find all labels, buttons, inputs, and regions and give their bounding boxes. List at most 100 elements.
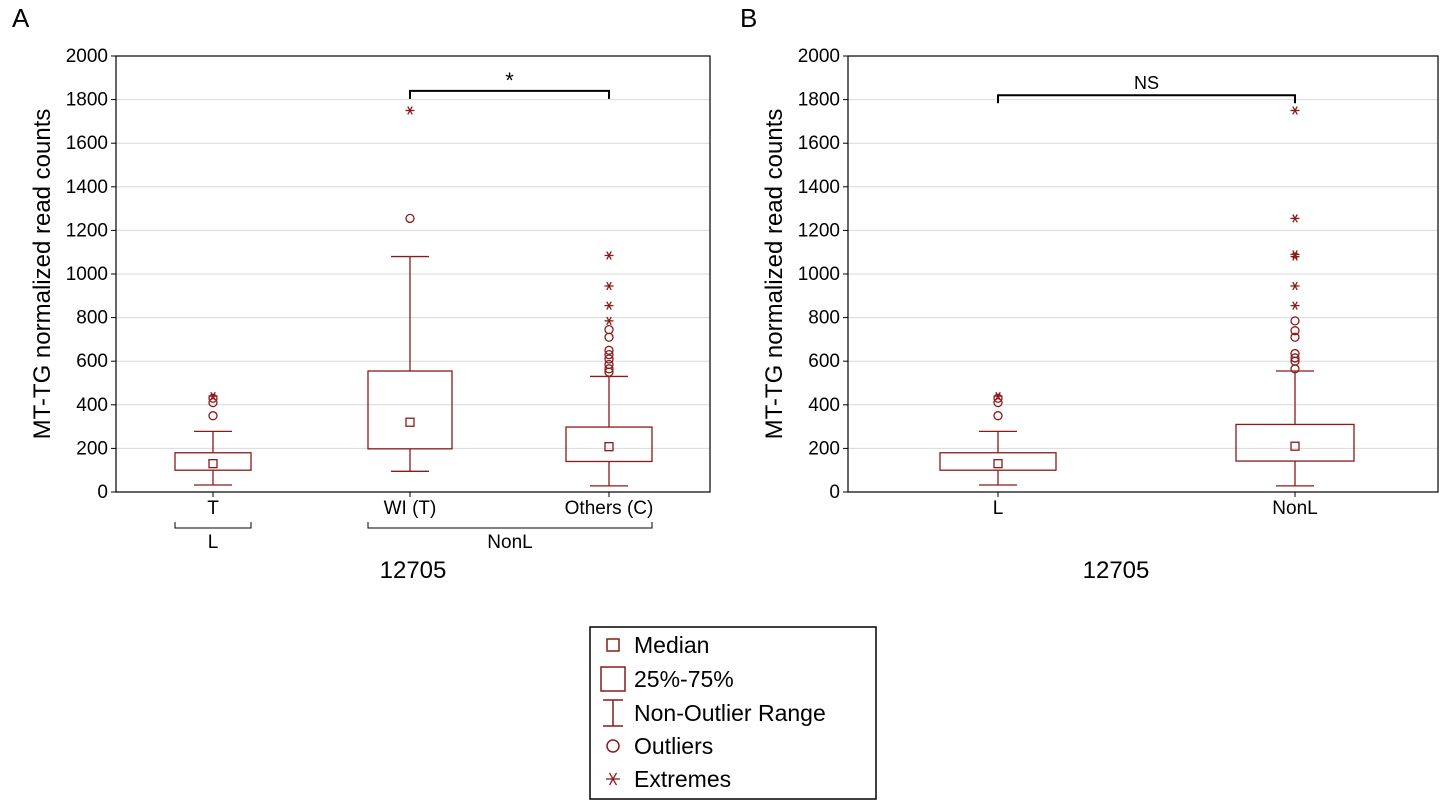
x-category-label: T xyxy=(207,498,219,519)
iqr-box xyxy=(367,370,453,450)
significance-line xyxy=(409,89,610,99)
whisker-icon xyxy=(603,699,623,727)
y-tick-label: 400 xyxy=(808,395,840,416)
extreme-point xyxy=(1290,214,1300,223)
legend-item: Outliers xyxy=(606,733,713,759)
group-bracket-nonl: NonL xyxy=(367,522,653,553)
outlier-point xyxy=(604,332,614,342)
significance-bracket: NS xyxy=(997,73,1296,104)
significance-bracket: * xyxy=(409,68,610,99)
outlier-point xyxy=(993,397,1003,408)
iqr-box-shape xyxy=(600,666,626,692)
legend-label: Extremes xyxy=(634,766,731,792)
y-tick-label: 1800 xyxy=(66,90,108,111)
extreme-asterisk-shape-stroke xyxy=(608,772,618,786)
group-bracket-l: L xyxy=(174,522,252,553)
y-tick-label: 1600 xyxy=(66,133,108,154)
extreme-point xyxy=(604,316,614,326)
panel-b: B 0 200 400 600 800 1000 1200 1400 1600 1800 2000 MT… xyxy=(740,3,1439,584)
box-nonl xyxy=(1235,106,1355,487)
x-category-label: L xyxy=(993,498,1004,519)
legend-label: 25%-75% xyxy=(634,666,734,692)
outlier-point xyxy=(208,393,218,403)
median-marker xyxy=(1290,441,1300,451)
group-bracket-line xyxy=(174,522,252,529)
legend-frame xyxy=(589,626,877,800)
y-tick-label: 400 xyxy=(76,395,108,416)
extreme-point xyxy=(993,391,1003,401)
y-tick-label: 1400 xyxy=(66,177,108,198)
box-l xyxy=(939,391,1057,486)
extreme-point-stroke xyxy=(606,281,612,291)
extreme-point-stroke xyxy=(210,391,216,401)
extreme-point xyxy=(405,106,415,115)
extreme-point xyxy=(1290,281,1300,291)
extreme-point-stroke xyxy=(1292,301,1298,310)
outlier-point xyxy=(1290,353,1300,363)
plot-frame xyxy=(115,55,711,493)
extreme-point xyxy=(208,391,218,401)
extreme-point-stroke xyxy=(995,391,1001,401)
median-marker xyxy=(405,417,415,427)
legend-label: Outliers xyxy=(634,733,713,759)
y-tick-label: 2000 xyxy=(66,46,108,67)
y-tick-label: 1000 xyxy=(66,264,108,285)
extreme-point xyxy=(1290,301,1300,310)
outlier-point xyxy=(604,354,614,364)
y-axis-label: MT-TG normalized read counts xyxy=(29,109,56,440)
extreme-point xyxy=(604,301,614,310)
box-wi-t xyxy=(367,106,453,472)
outlier-point xyxy=(604,350,614,360)
y-tick-label: 0 xyxy=(97,482,108,503)
extreme-point xyxy=(1290,106,1300,115)
y-tick-label: 0 xyxy=(829,482,840,503)
median-square-shape xyxy=(606,638,620,652)
y-tick-label: 600 xyxy=(76,351,108,372)
iqr-box xyxy=(939,452,1057,471)
legend-item: Median xyxy=(606,632,709,658)
outlier-circle-icon xyxy=(606,739,620,753)
x-category-label: Others (C) xyxy=(565,498,654,519)
extreme-point xyxy=(1290,250,1300,259)
outlier-circle-shape xyxy=(606,739,620,753)
median-marker xyxy=(208,459,218,469)
y-tick-label: 1200 xyxy=(798,220,840,241)
extreme-point-stroke xyxy=(1292,106,1298,115)
outlier-point xyxy=(405,213,415,224)
extreme-point xyxy=(604,251,614,260)
x-axis-label: 12705 xyxy=(1083,557,1150,584)
outlier-point xyxy=(1290,326,1300,336)
iqr-box xyxy=(565,426,653,463)
median-marker xyxy=(993,459,1003,469)
median-marker xyxy=(604,442,614,452)
plot-frame xyxy=(847,55,1439,493)
significance-label: NS xyxy=(1134,73,1159,93)
outlier-point xyxy=(1290,348,1300,359)
group-bracket-line xyxy=(367,522,653,529)
y-tick-label: 1400 xyxy=(798,177,840,198)
x-axis-label: 12705 xyxy=(380,557,447,584)
y-tick-label: 1600 xyxy=(798,133,840,154)
box-others-c xyxy=(565,251,653,487)
group-label: L xyxy=(208,532,219,553)
significance-line xyxy=(997,94,1296,104)
legend-item: Extremes xyxy=(606,766,731,792)
iqr-box-icon xyxy=(600,666,626,692)
outlier-point xyxy=(604,345,614,355)
outlier-point xyxy=(604,359,614,370)
box-t xyxy=(174,391,252,486)
y-tick-label: 1800 xyxy=(798,90,840,111)
legend-label: Median xyxy=(634,632,709,658)
y-tick-label: 800 xyxy=(808,308,840,329)
y-tick-label: 200 xyxy=(76,438,108,459)
x-category-label: WI (T) xyxy=(384,498,437,519)
median-square-icon xyxy=(606,638,620,652)
y-tick-label: 800 xyxy=(76,308,108,329)
outlier-point xyxy=(604,364,614,374)
x-category-label: NonL xyxy=(1272,498,1317,519)
y-tick-label: 2000 xyxy=(798,46,840,67)
outlier-point xyxy=(208,411,218,421)
outlier-point xyxy=(208,397,218,408)
outlier-point xyxy=(993,393,1003,403)
iqr-box xyxy=(1235,423,1355,462)
